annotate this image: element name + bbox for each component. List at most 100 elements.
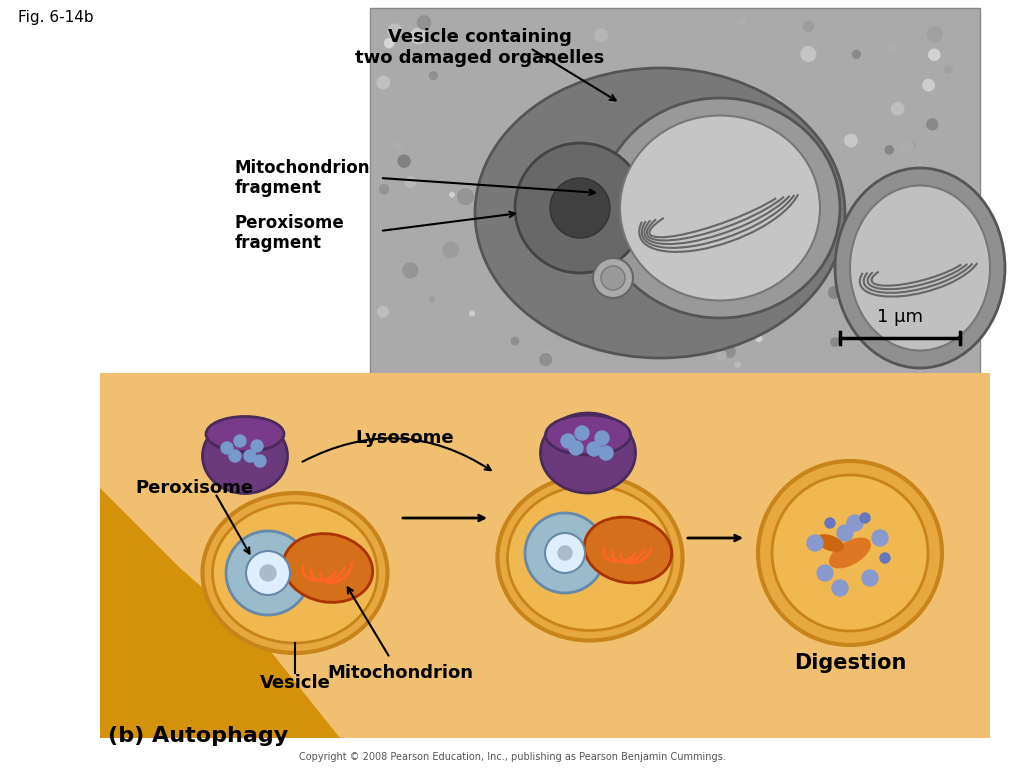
Circle shape (880, 553, 890, 563)
Ellipse shape (850, 186, 990, 350)
Circle shape (740, 18, 745, 25)
Circle shape (862, 239, 868, 245)
Ellipse shape (620, 115, 820, 300)
Ellipse shape (213, 503, 378, 643)
Circle shape (547, 159, 551, 164)
Circle shape (558, 546, 572, 560)
Circle shape (807, 535, 823, 551)
Circle shape (853, 51, 860, 58)
Bar (370, 8, 980, 378)
Circle shape (430, 297, 434, 302)
Text: Lysosome: Lysosome (355, 429, 454, 447)
Circle shape (837, 525, 853, 541)
Text: 1 μm: 1 μm (877, 308, 923, 326)
Circle shape (470, 311, 474, 316)
Circle shape (443, 242, 459, 257)
Circle shape (429, 71, 437, 80)
Ellipse shape (829, 538, 870, 568)
Circle shape (575, 426, 589, 440)
Circle shape (735, 362, 740, 367)
Circle shape (618, 304, 625, 310)
Circle shape (928, 27, 942, 41)
Circle shape (254, 455, 266, 467)
Ellipse shape (475, 68, 845, 358)
Text: Mitochondrion
fragment: Mitochondrion fragment (234, 159, 371, 197)
Circle shape (772, 475, 928, 631)
Circle shape (450, 193, 455, 197)
Circle shape (880, 254, 885, 260)
Circle shape (543, 349, 554, 361)
Ellipse shape (835, 168, 1005, 368)
Circle shape (759, 283, 771, 296)
Circle shape (550, 178, 610, 238)
Circle shape (892, 103, 904, 115)
Circle shape (694, 296, 711, 311)
Ellipse shape (541, 413, 636, 493)
Circle shape (828, 286, 840, 298)
Circle shape (525, 130, 539, 144)
Text: Digestion: Digestion (794, 653, 906, 673)
Circle shape (406, 177, 416, 187)
Circle shape (831, 580, 848, 596)
Circle shape (229, 450, 241, 462)
Circle shape (911, 276, 920, 285)
Circle shape (817, 565, 833, 581)
Text: Copyright © 2008 Pearson Education, Inc., publishing as Pearson Benjamin Cumming: Copyright © 2008 Pearson Education, Inc.… (299, 752, 725, 762)
Circle shape (901, 246, 909, 254)
Circle shape (803, 22, 813, 31)
Ellipse shape (203, 419, 288, 494)
Circle shape (244, 450, 256, 462)
Circle shape (515, 143, 645, 273)
Circle shape (923, 79, 934, 91)
Circle shape (845, 134, 857, 147)
Circle shape (540, 353, 552, 366)
Ellipse shape (816, 535, 844, 551)
Circle shape (907, 142, 915, 151)
Circle shape (377, 76, 389, 89)
Circle shape (599, 446, 613, 460)
Text: Peroxisome: Peroxisome (135, 479, 253, 497)
Circle shape (801, 47, 816, 61)
Circle shape (724, 346, 735, 357)
Circle shape (525, 513, 605, 593)
Circle shape (830, 338, 840, 346)
Ellipse shape (585, 517, 672, 583)
Circle shape (602, 266, 616, 280)
Circle shape (226, 531, 310, 615)
Circle shape (862, 570, 878, 586)
Circle shape (899, 141, 913, 154)
Circle shape (385, 38, 393, 48)
Circle shape (887, 43, 897, 54)
Circle shape (595, 431, 609, 445)
Circle shape (511, 337, 519, 345)
Circle shape (561, 434, 575, 448)
Ellipse shape (284, 534, 373, 602)
Circle shape (595, 29, 607, 41)
Circle shape (380, 185, 388, 194)
Circle shape (418, 16, 431, 29)
Circle shape (872, 530, 888, 546)
Circle shape (557, 248, 570, 260)
Circle shape (402, 263, 418, 278)
Circle shape (411, 28, 426, 44)
Text: Vesicle containing
two damaged organelles: Vesicle containing two damaged organelle… (355, 28, 604, 67)
Circle shape (566, 101, 578, 113)
Ellipse shape (508, 485, 673, 631)
Ellipse shape (546, 415, 631, 455)
Bar (100, 373, 990, 738)
Circle shape (593, 258, 633, 298)
Circle shape (528, 132, 537, 140)
Circle shape (717, 351, 726, 360)
Text: Mitochondrion: Mitochondrion (327, 664, 473, 682)
Circle shape (773, 98, 780, 105)
Circle shape (868, 290, 874, 296)
Circle shape (545, 533, 585, 573)
Text: Peroxisome
fragment: Peroxisome fragment (234, 214, 345, 253)
Circle shape (929, 49, 940, 61)
Circle shape (780, 225, 796, 240)
Circle shape (690, 281, 695, 286)
Ellipse shape (203, 493, 387, 653)
Circle shape (246, 551, 290, 595)
Circle shape (251, 440, 263, 452)
Ellipse shape (600, 98, 840, 318)
